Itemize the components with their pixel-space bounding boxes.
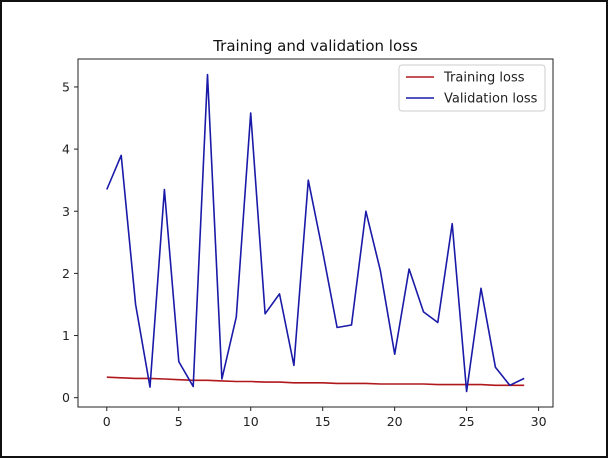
x-tick-label: 15: [315, 414, 331, 429]
y-tick-label: 2: [62, 266, 70, 281]
y-tick-label: 3: [62, 204, 70, 219]
legend-box: [398, 64, 546, 112]
x-tick-label: 5: [175, 414, 183, 429]
y-tick-label: 4: [62, 142, 70, 157]
y-tick-label: 5: [62, 79, 70, 94]
y-axis: 0 1 2 3 4 5: [62, 79, 78, 405]
chart-title: Training and validation loss: [212, 37, 418, 55]
validation-loss-line: [106, 73, 525, 393]
training-loss-line: [106, 376, 525, 387]
y-tick-label: 0: [62, 390, 70, 405]
x-tick-label: 25: [459, 414, 475, 429]
x-tick-label: 10: [243, 414, 259, 429]
plot-area: [77, 58, 554, 408]
x-tick-label: 30: [531, 414, 547, 429]
x-tick-label: 0: [103, 414, 111, 429]
x-axis: 0 5 10 15 20 25 30: [103, 407, 547, 429]
legend-label-training: Training loss: [443, 71, 525, 86]
series-lines: [106, 73, 525, 393]
legend-label-validation: Validation loss: [444, 92, 538, 107]
legend: Training loss Validation loss: [398, 64, 546, 112]
y-tick-label: 1: [62, 328, 70, 343]
x-tick-label: 20: [387, 414, 403, 429]
